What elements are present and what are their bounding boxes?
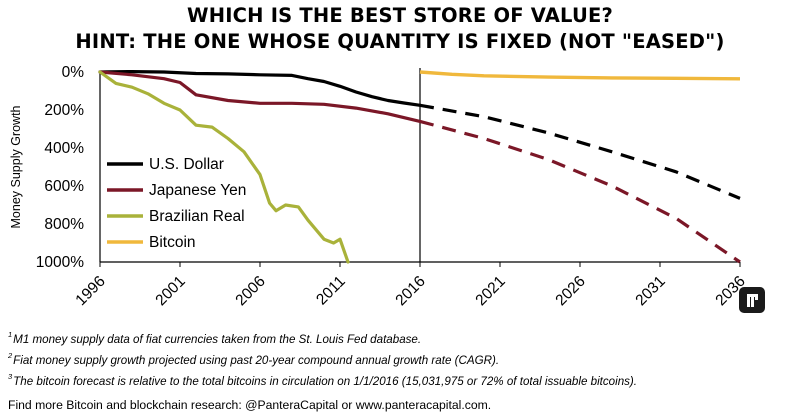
series-jpy-historical-line — [98, 70, 422, 123]
series-usd-projected-line — [419, 103, 741, 200]
footnote-2-text: Fiat money supply growth projected using… — [13, 353, 500, 367]
x-tick-label: 2026 — [552, 273, 588, 309]
x-tick-label: 2031 — [632, 273, 668, 309]
legend-label-usd: U.S. Dollar — [149, 156, 224, 173]
footer-research-link: Find more Bitcoin and blockchain researc… — [8, 398, 492, 412]
pantera-logo-icon — [739, 287, 765, 313]
series-brl-historical-line — [98, 70, 350, 264]
chart-title-line-1: WHICH IS THE BEST STORE OF VALUE? — [186, 4, 614, 27]
footnote-2-number: 2 — [8, 351, 13, 360]
x-tick-label: 2016 — [392, 273, 428, 309]
footnote-1: 1M1 money supply data of fiat currencies… — [8, 330, 422, 346]
footnote-1-text: M1 money supply data of fiat currencies … — [13, 332, 422, 346]
x-tick-label: 1996 — [72, 273, 108, 309]
footnote-3-number: 3 — [8, 372, 13, 381]
chart-title-line-2: HINT: THE ONE WHOSE QUANTITY IS FIXED (N… — [75, 30, 725, 53]
y-tick-label: 400% — [44, 140, 84, 157]
series-btc-projected-line — [419, 70, 741, 81]
legend-label-btc: Bitcoin — [149, 234, 196, 251]
footnote-1-number: 1 — [8, 330, 13, 339]
y-tick-label: 200% — [44, 102, 84, 119]
footnote-2: 2Fiat money supply growth projected usin… — [8, 351, 500, 367]
legend-label-jpy: Japanese Yen — [149, 182, 246, 199]
y-tick-label: 800% — [44, 216, 84, 233]
x-tick-label: 2006 — [232, 273, 268, 309]
x-tick-label: 2021 — [472, 273, 508, 309]
y-tick-label: 0% — [62, 64, 85, 81]
x-tick-label: 2001 — [152, 273, 188, 309]
legend-label-brl: Brazilian Real — [149, 208, 245, 225]
y-tick-label: 1000% — [36, 254, 84, 271]
footnote-3: 3The bitcoin forecast is relative to the… — [8, 372, 638, 388]
footnote-3-text: The bitcoin forecast is relative to the … — [13, 374, 638, 388]
y-tick-label: 600% — [44, 178, 84, 195]
series-jpy-projected-line — [419, 119, 741, 264]
chart-legend: U.S. Dollar Japanese Yen Brazilian Real Bit… — [107, 156, 246, 251]
series-usd-historical-line — [98, 70, 422, 107]
x-tick-label: 2011 — [313, 273, 349, 309]
money-supply-chart: U.S. Dollar Japanese Yen Brazilian Real Bit… — [9, 64, 749, 309]
y-axis-label: Money Supply Growth — [9, 105, 23, 228]
